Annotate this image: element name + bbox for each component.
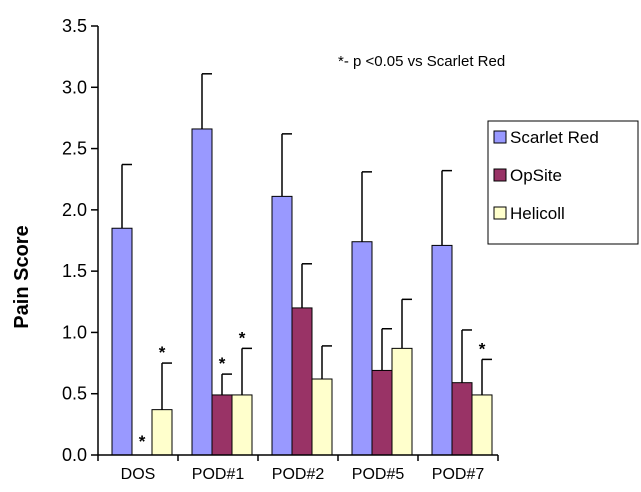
- bar-opsite-3: [371, 369, 393, 456]
- legend-swatch-helicoll: [493, 206, 507, 220]
- significance-note: *- p <0.05 vs Scarlet Red: [338, 53, 505, 70]
- significance-star: *: [139, 432, 146, 451]
- legend: Scarlet Red OpSite Helicoll: [487, 120, 639, 245]
- bar-scarlet-red-4: [431, 244, 453, 456]
- bar-helicoll-3: [391, 347, 413, 456]
- bar-helicoll-0: [151, 409, 173, 456]
- x-axis: DOS POD#1 POD#2 POD#5 POD#7: [97, 454, 499, 483]
- bars: [111, 128, 493, 456]
- legend-swatch-opsite: [493, 168, 507, 182]
- y-tick-label: 3.5: [62, 16, 87, 36]
- y-axis-label: Pain Score: [11, 225, 33, 328]
- y-tick-label: 2.0: [62, 200, 87, 220]
- y-tick-label: 0.5: [62, 384, 87, 404]
- y-tick-label: 2.5: [62, 139, 87, 159]
- x-tick-label: POD#5: [352, 466, 405, 483]
- y-axis: 0.0 0.5 1.0 1.5 2.0 2.5 3.0 3.5: [62, 16, 99, 465]
- bar-scarlet-red-1: [191, 128, 213, 456]
- bar-scarlet-red-2: [271, 195, 293, 456]
- bar-scarlet-red-0: [111, 227, 133, 456]
- y-tick-label: 1.5: [62, 261, 87, 281]
- legend-label: Helicoll: [510, 204, 565, 223]
- legend-box: [487, 120, 639, 245]
- x-tick-label: DOS: [121, 466, 156, 483]
- significance-star: *: [479, 339, 486, 358]
- x-tick-label: POD#1: [192, 466, 245, 483]
- bar-opsite-4: [451, 382, 473, 456]
- x-tick-label: POD#2: [272, 466, 325, 483]
- significance-marks: * * * * *: [139, 328, 486, 451]
- bar-helicoll-4: [471, 394, 493, 456]
- x-tick-label: POD#7: [432, 466, 485, 483]
- significance-star: *: [219, 354, 226, 373]
- bar-opsite-1: [211, 394, 233, 456]
- bar-scarlet-red-3: [351, 241, 373, 456]
- significance-star: *: [159, 343, 166, 362]
- legend-label: Scarlet Red: [510, 128, 599, 147]
- bar-opsite-2: [291, 307, 313, 456]
- y-tick-label: 3.0: [62, 77, 87, 97]
- y-tick-label: 1.0: [62, 322, 87, 342]
- bar-helicoll-2: [311, 378, 333, 456]
- legend-label: OpSite: [510, 166, 562, 185]
- significance-star: *: [239, 328, 246, 347]
- legend-swatch-scarlet-red: [493, 130, 507, 144]
- bar-helicoll-1: [231, 394, 253, 456]
- y-tick-label: 0.0: [62, 445, 87, 465]
- error-bars: [121, 73, 492, 410]
